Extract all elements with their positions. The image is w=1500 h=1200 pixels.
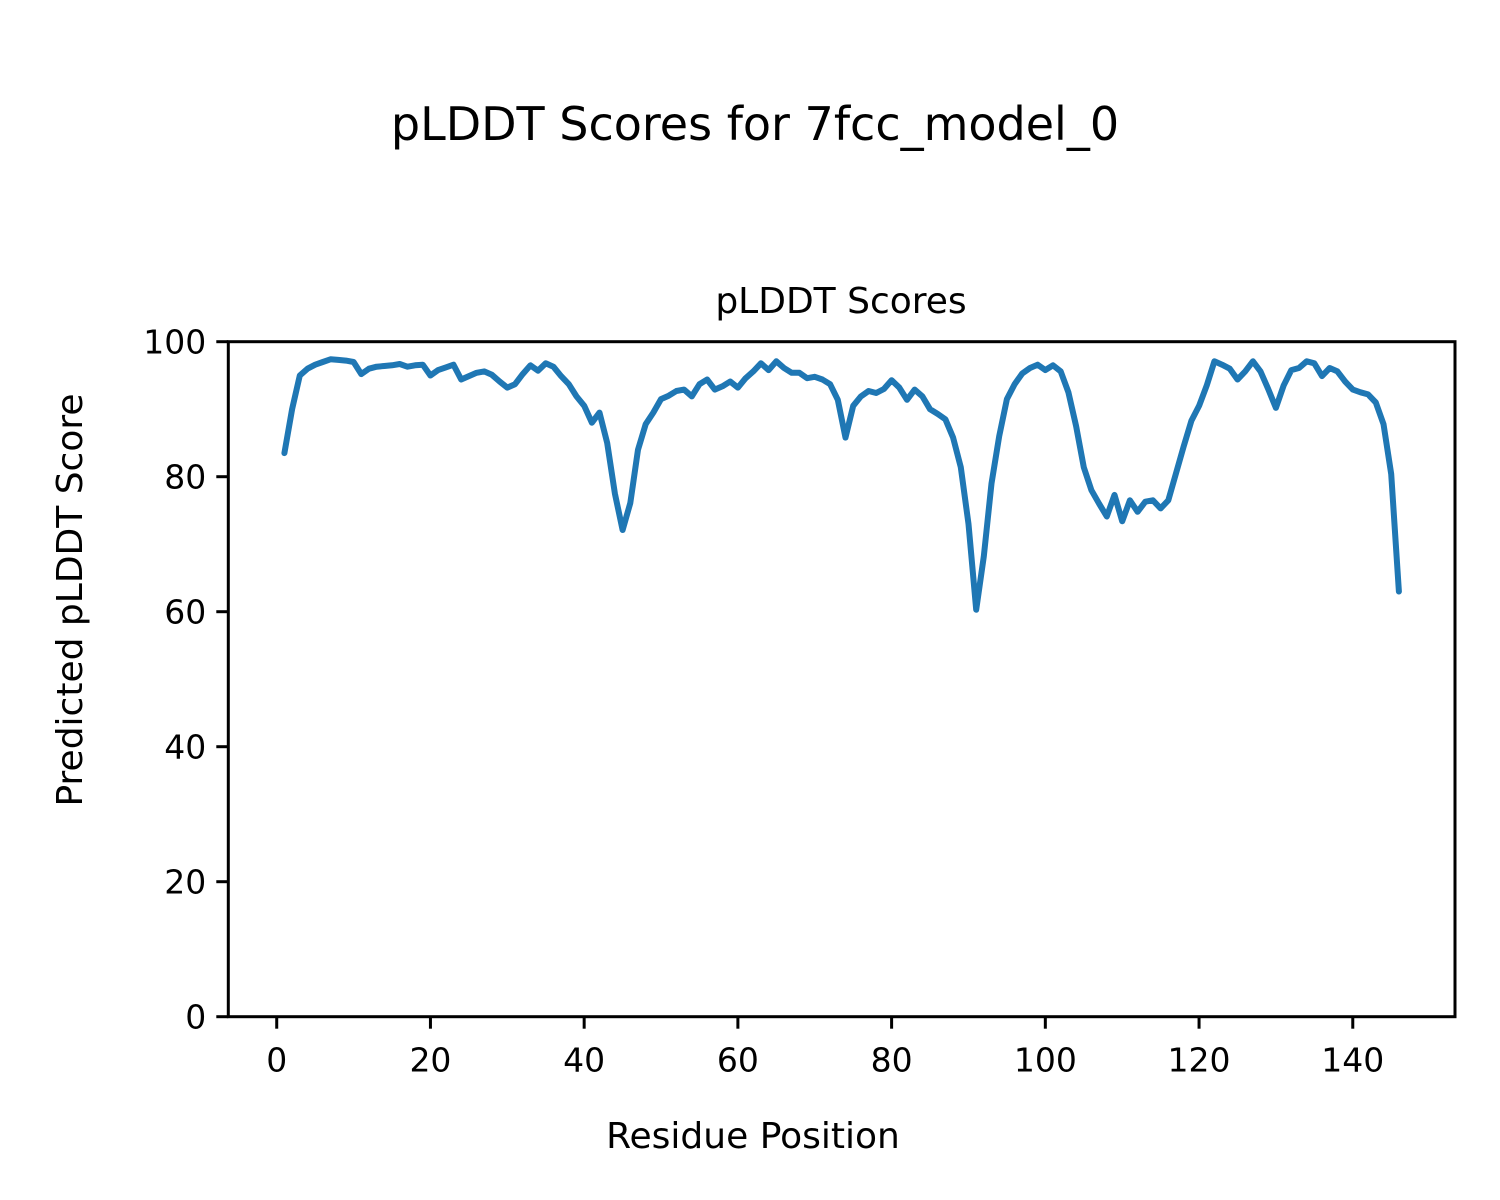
x-tick-label: 120 [1168,1041,1231,1080]
x-axis-label: Residue Position [606,1116,900,1157]
x-tick-label: 80 [871,1041,913,1080]
x-tick-label: 20 [409,1041,451,1080]
y-tick-label: 80 [164,458,206,497]
x-tick-label: 100 [1014,1041,1077,1080]
y-tick-label: 40 [164,728,206,767]
x-tick-label: 140 [1321,1041,1384,1080]
y-tick-label: 20 [164,863,206,902]
x-tick-label: 0 [266,1041,287,1080]
axes-title: pLDDT Scores [715,281,966,322]
y-tick-label: 0 [185,998,206,1037]
y-tick-label: 100 [143,323,206,362]
x-tick-label: 60 [717,1041,759,1080]
axes-frame [226,340,1457,1019]
plot-area: 0 20 40 60 80 100 120 140 0 20 40 60 80 100 [143,323,1457,1080]
y-axis-label: Predicted pLDDT Score [50,393,91,806]
y-tick-label: 60 [164,593,206,632]
plddt-line [281,356,1402,613]
x-tick-label: 40 [563,1041,605,1080]
figure-title: pLDDT Scores for 7fcc_model_0 [391,97,1119,151]
